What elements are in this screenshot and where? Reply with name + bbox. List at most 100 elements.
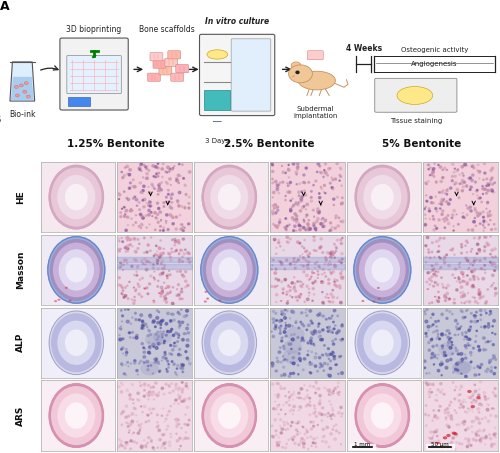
Circle shape [458, 353, 460, 355]
Circle shape [322, 292, 323, 293]
Circle shape [23, 90, 27, 93]
Circle shape [425, 320, 428, 323]
Circle shape [330, 360, 332, 361]
Circle shape [478, 171, 480, 173]
Circle shape [467, 427, 469, 429]
Circle shape [171, 248, 172, 249]
Circle shape [178, 424, 180, 425]
Circle shape [491, 262, 493, 264]
Circle shape [340, 272, 342, 275]
Circle shape [272, 366, 273, 367]
Circle shape [487, 189, 488, 191]
Circle shape [142, 185, 145, 188]
Circle shape [461, 373, 462, 374]
Circle shape [446, 254, 448, 255]
Circle shape [325, 219, 326, 221]
Circle shape [444, 294, 446, 297]
Circle shape [473, 167, 475, 169]
Circle shape [314, 263, 316, 265]
Circle shape [120, 441, 122, 443]
Circle shape [484, 163, 486, 164]
Circle shape [182, 381, 183, 383]
Circle shape [466, 445, 468, 448]
Circle shape [296, 183, 298, 185]
Circle shape [142, 189, 144, 192]
Circle shape [129, 169, 132, 171]
Circle shape [176, 433, 177, 434]
FancyBboxPatch shape [165, 58, 177, 67]
Circle shape [286, 302, 288, 304]
Circle shape [492, 392, 494, 393]
Circle shape [324, 163, 326, 165]
Circle shape [284, 268, 286, 270]
Circle shape [150, 205, 152, 207]
Circle shape [462, 291, 464, 292]
Circle shape [176, 294, 178, 296]
Circle shape [424, 182, 427, 184]
Text: Angiogenesis: Angiogenesis [411, 61, 458, 67]
Circle shape [274, 238, 276, 241]
Circle shape [170, 168, 171, 169]
Circle shape [488, 360, 492, 362]
Circle shape [465, 401, 466, 402]
Circle shape [157, 331, 159, 333]
Circle shape [430, 438, 432, 440]
Circle shape [158, 371, 160, 372]
Circle shape [138, 285, 140, 288]
Circle shape [185, 383, 187, 385]
Circle shape [474, 237, 476, 239]
Circle shape [310, 340, 312, 342]
Circle shape [178, 191, 181, 194]
Circle shape [129, 244, 132, 246]
Circle shape [340, 262, 342, 264]
Circle shape [290, 287, 291, 288]
Circle shape [168, 228, 169, 230]
Circle shape [462, 212, 464, 214]
Circle shape [134, 313, 136, 314]
Circle shape [146, 260, 148, 263]
Circle shape [280, 262, 282, 265]
Circle shape [152, 267, 154, 269]
Circle shape [492, 190, 493, 192]
Circle shape [150, 334, 152, 336]
Circle shape [298, 406, 301, 408]
Circle shape [184, 315, 186, 318]
Circle shape [342, 197, 343, 198]
Circle shape [426, 195, 427, 196]
Circle shape [439, 237, 440, 239]
Circle shape [156, 394, 159, 397]
Circle shape [162, 267, 165, 270]
Circle shape [150, 386, 152, 388]
Circle shape [490, 179, 492, 181]
Circle shape [125, 364, 126, 365]
Ellipse shape [364, 175, 402, 219]
Ellipse shape [357, 386, 408, 445]
Circle shape [444, 300, 446, 302]
Circle shape [310, 197, 312, 198]
Circle shape [494, 182, 496, 183]
Circle shape [324, 345, 325, 346]
Circle shape [125, 237, 128, 239]
Circle shape [162, 444, 164, 447]
Text: Tissue staining: Tissue staining [390, 118, 442, 124]
Circle shape [434, 414, 436, 416]
Circle shape [436, 282, 437, 283]
Circle shape [330, 330, 332, 333]
Circle shape [277, 394, 280, 396]
Ellipse shape [448, 298, 451, 299]
Circle shape [324, 170, 325, 171]
Circle shape [448, 339, 450, 341]
Circle shape [448, 311, 451, 313]
Circle shape [280, 409, 281, 410]
Ellipse shape [434, 296, 436, 298]
Circle shape [472, 438, 475, 440]
Circle shape [292, 198, 293, 199]
Circle shape [165, 323, 168, 325]
Circle shape [154, 344, 155, 346]
Circle shape [463, 295, 466, 297]
Circle shape [158, 194, 159, 195]
Circle shape [162, 163, 164, 165]
Circle shape [428, 208, 430, 209]
Circle shape [150, 212, 152, 213]
Circle shape [122, 384, 123, 385]
